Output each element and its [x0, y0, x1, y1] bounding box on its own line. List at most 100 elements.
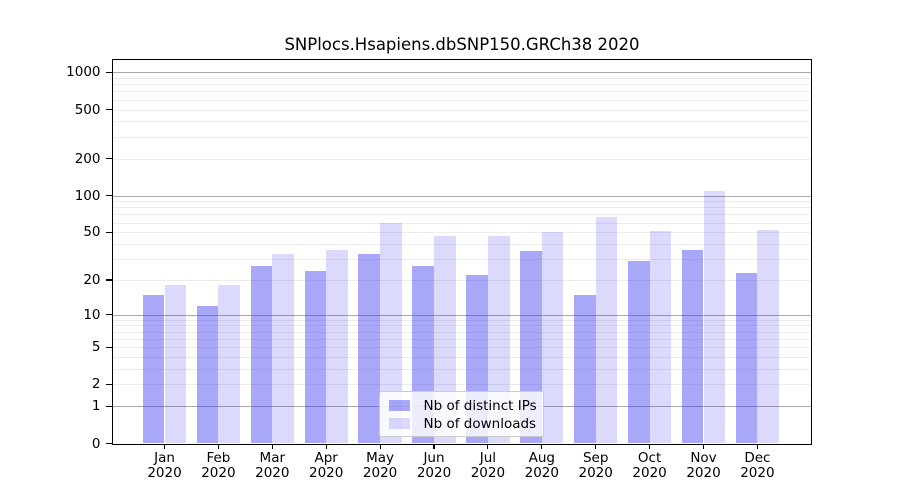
- x-tick-mark: [271, 443, 273, 449]
- x-tick-label: Aug 2020: [510, 449, 574, 482]
- y-tick-label: 50: [83, 224, 101, 241]
- x-tick-mark: [595, 443, 597, 449]
- x-tick-year: 2020: [147, 465, 182, 481]
- x-tick-year: 2020: [686, 465, 721, 481]
- gridline-minor: [112, 158, 811, 160]
- legend-swatch-downloads: [388, 418, 410, 429]
- bar-downloads-jan: [164, 285, 187, 444]
- x-tick-label: Jan 2020: [133, 449, 197, 482]
- y-tick-mark: [105, 108, 112, 111]
- x-tick-year: 2020: [632, 465, 667, 481]
- bar-distinct-ips-may: [358, 254, 381, 444]
- y-tick-mark: [105, 442, 112, 445]
- gridline-minor: [112, 338, 811, 340]
- x-tick-label: Oct 2020: [618, 449, 682, 482]
- x-tick-year: 2020: [362, 465, 398, 481]
- x-tick-label: Dec 2020: [725, 449, 789, 482]
- x-tick-month: Jun: [423, 449, 445, 466]
- y-tick-label: 2: [91, 376, 101, 393]
- bar-downloads-nov: [703, 191, 726, 444]
- x-tick-month: Aug: [528, 449, 555, 466]
- x-tick-month: Mar: [259, 449, 286, 466]
- y-tick-mark: [105, 405, 112, 407]
- y-tick-label: 0: [91, 435, 101, 452]
- bar-downloads-sep: [595, 216, 618, 444]
- x-tick-label: Feb 2020: [186, 449, 250, 482]
- gridline-minor: [112, 222, 811, 224]
- x-tick-label: Sep 2020: [564, 449, 628, 482]
- x-tick-year: 2020: [524, 465, 559, 481]
- gridline-minor: [112, 207, 811, 209]
- gridline-minor: [112, 259, 811, 260]
- gridline-minor: [112, 369, 811, 371]
- bar-distinct-ips-mar: [250, 266, 273, 444]
- plot-area: 0 1 2 5 10 20 50 100 200 500 1000 Jan 2020 Feb 2020 Mar…: [66, 58, 812, 481]
- bar-downloads-oct: [649, 231, 672, 444]
- y-tick-mark: [105, 194, 112, 197]
- x-tick-month: May: [366, 449, 395, 466]
- bar-distinct-ips-jan: [142, 294, 165, 444]
- x-tick-month: Dec: [744, 449, 771, 466]
- gridline-minor: [112, 99, 811, 101]
- gridline-minor: [112, 136, 811, 138]
- x-tick-month: Sep: [582, 449, 609, 466]
- legend: Nb of distinct IPs Nb of downloads: [378, 390, 544, 437]
- x-tick-mark: [163, 443, 166, 449]
- bar-distinct-ips-sep: [574, 294, 596, 444]
- y-tick-label: 10: [83, 306, 101, 323]
- x-tick-year: 2020: [255, 465, 290, 481]
- x-tick-year: 2020: [470, 465, 506, 481]
- x-tick-mark: [217, 443, 219, 449]
- y-tick-mark: [105, 71, 112, 73]
- y-tick-mark: [105, 346, 112, 348]
- x-tick-label: Apr 2020: [294, 449, 358, 482]
- gridline-minor: [112, 109, 811, 111]
- x-tick-month: Oct: [637, 449, 662, 466]
- y-tick-label: 1: [91, 398, 101, 415]
- bar-downloads-apr: [326, 249, 348, 444]
- legend-label: Nb of distinct IPs: [423, 397, 537, 414]
- legend-label: Nb of downloads: [423, 415, 537, 432]
- y-tick-mark: [105, 383, 112, 386]
- bar-downloads-dec: [757, 230, 780, 444]
- x-tick-year: 2020: [201, 465, 236, 481]
- y-tick-mark: [105, 231, 112, 233]
- x-tick-month: Jan: [154, 449, 175, 466]
- gridline-minor: [112, 84, 811, 86]
- x-tick-mark: [702, 443, 705, 449]
- gridline-minor: [112, 121, 811, 123]
- y-tick-label: 1000: [66, 64, 101, 81]
- x-tick-mark: [649, 443, 651, 449]
- bar-distinct-ips-feb: [196, 305, 219, 444]
- gridline-minor: [112, 319, 811, 321]
- gridline-minor: [112, 243, 811, 245]
- bar-distinct-ips-apr: [304, 270, 327, 444]
- x-tick-month: Nov: [690, 449, 717, 466]
- bar-distinct-ips-nov: [681, 249, 704, 444]
- chart-title: SNPlocs.Hsapiens.dbSNP150.GRCh38 2020: [284, 35, 640, 54]
- x-tick-mark: [433, 443, 435, 449]
- gridline-minor: [112, 384, 811, 386]
- bar-downloads-mar: [272, 254, 294, 444]
- gridline-minor: [112, 347, 811, 349]
- gridline-minor: [112, 331, 811, 333]
- x-tick-label: Jun 2020: [402, 449, 466, 482]
- x-tick-label: Jul 2020: [456, 450, 520, 482]
- x-tick-month: Apr: [314, 449, 338, 466]
- gridline-minor: [112, 279, 811, 281]
- gridline-minor: [112, 357, 811, 359]
- y-tick-mark: [105, 279, 112, 281]
- gridline-major: [112, 314, 811, 316]
- x-tick-year: 2020: [740, 465, 775, 481]
- x-tick-mark: [379, 443, 381, 449]
- y-tick-mark: [105, 314, 112, 316]
- gridline-minor: [112, 214, 811, 216]
- bar-downloads-may: [380, 222, 402, 444]
- y-tick-mark: [105, 157, 112, 160]
- y-tick-label: 200: [74, 150, 101, 167]
- x-tick-month: Feb: [206, 449, 231, 466]
- bar-distinct-ips-oct: [627, 260, 650, 444]
- gridline-minor: [112, 325, 811, 327]
- gridline-major: [112, 195, 811, 197]
- bar-downloads-feb: [218, 285, 241, 444]
